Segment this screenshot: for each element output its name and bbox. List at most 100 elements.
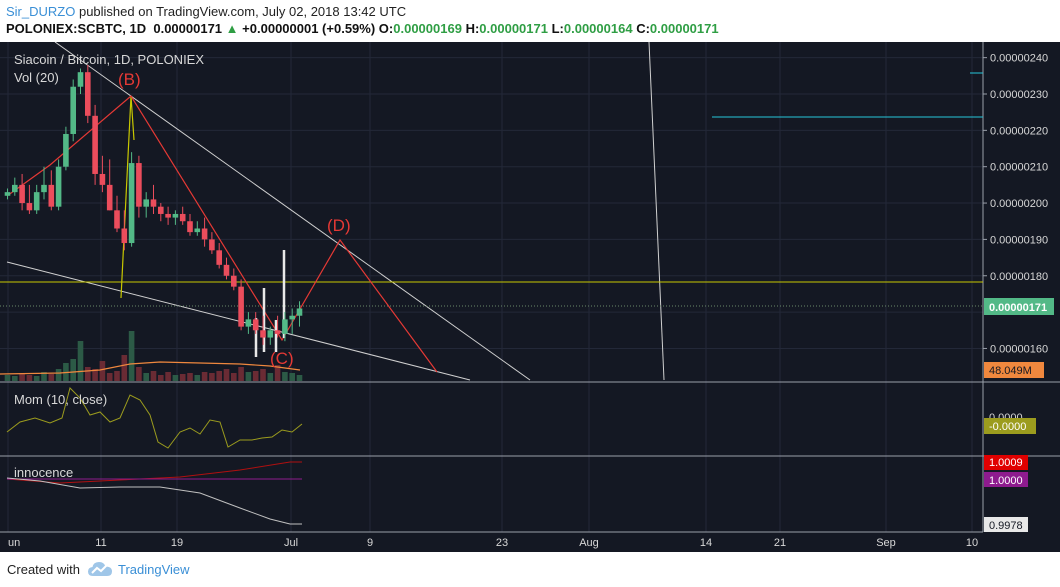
date-label: un (8, 537, 20, 549)
candle-body (77, 72, 84, 87)
momentum-tag-label: -0.0000 (989, 421, 1026, 433)
volume-bar (282, 372, 288, 381)
price-tick-label: 0.00000230 (990, 89, 1048, 101)
volume-bar (245, 372, 252, 381)
symbol-ohlc-line: POLONIEX:SCBTC, 1D 0.00000171 ▲ +0.00000… (6, 21, 719, 36)
low-value: 0.00000164 (563, 21, 633, 36)
candle-body (41, 184, 47, 193)
volume-ma-line (0, 361, 301, 375)
date-label: 23 (496, 537, 508, 549)
candle-body (194, 228, 201, 233)
candle-body (267, 330, 274, 338)
candle-body (12, 184, 18, 193)
footer: Created with TradingView (0, 552, 1060, 587)
volume-bar (19, 373, 25, 381)
candle-body (19, 184, 25, 204)
candle-body (282, 319, 288, 334)
volume-bar (99, 361, 106, 381)
volume-bar (77, 341, 84, 381)
volume-bar (179, 374, 186, 381)
candle-body (114, 210, 120, 229)
date-label: Sep (876, 537, 896, 549)
volume-bar (143, 373, 149, 381)
candle-body (4, 192, 11, 196)
innocence-gray-line (6, 477, 302, 525)
date-label: 19 (171, 537, 183, 549)
volume-bar (260, 369, 266, 381)
candle-body (121, 228, 128, 244)
candle-body (274, 330, 281, 334)
volume-bar (267, 373, 274, 381)
close-label: C: (636, 21, 650, 36)
date-label: 21 (774, 537, 786, 549)
volume-bar (289, 373, 295, 381)
volume-bar (252, 371, 259, 381)
date-label: 10 (966, 537, 978, 549)
candle-body (92, 115, 98, 174)
volume-bar (216, 371, 222, 381)
volume-bar (92, 369, 98, 381)
candle-body (33, 192, 40, 211)
volume-bar (238, 367, 244, 381)
candle-body (106, 184, 113, 211)
volume-tag-label: 48.049M (989, 365, 1032, 377)
author-link[interactable]: Sir_DURZO (6, 4, 76, 19)
volume-bar (201, 372, 208, 381)
axes: 0.00000240 0.00000230 0.00000220 0.00000210… (8, 53, 1054, 549)
candle-body (136, 163, 142, 207)
abcd-pattern-line (6, 95, 438, 373)
chart-canvas[interactable]: 0.00000240 0.00000230 0.00000220 0.00000210… (0, 42, 1060, 552)
volume-bar (165, 372, 171, 381)
candles (4, 64, 303, 345)
published-text: published on TradingView.com, July 02, 2… (78, 4, 407, 19)
volume-bar (136, 367, 142, 381)
volume-bar (274, 365, 281, 381)
volume-label: Vol (20) (14, 70, 59, 85)
volume-bar (158, 375, 164, 381)
volume-bar (41, 372, 47, 381)
candle-body (289, 315, 295, 320)
innocence-tag-label: 1.0009 (989, 457, 1023, 469)
date-label: 11 (95, 537, 106, 549)
created-with-text: Created with (7, 562, 80, 577)
innocence-tag-label: 1.0000 (989, 475, 1023, 487)
volume-bar (128, 331, 135, 381)
candle-body (70, 86, 76, 134)
volume-bar (231, 373, 237, 381)
candle-body (85, 72, 91, 116)
volume-bar (209, 373, 215, 381)
candle-body (99, 173, 106, 185)
date-label: Aug (579, 537, 599, 549)
candle-body (172, 213, 179, 218)
candle-body (187, 221, 193, 233)
volume-bar (194, 375, 201, 381)
price-tick-label: 0.00000160 (990, 343, 1048, 355)
publish-header: Sir_DURZO published on TradingView.com, … (0, 0, 1060, 40)
drawings (0, 42, 983, 381)
chart-background (0, 42, 1060, 552)
volume-bar (296, 375, 303, 381)
candle-body (245, 319, 252, 327)
volume-bar (187, 373, 193, 381)
candle-body (179, 213, 186, 222)
price-tick-label: 0.00000200 (990, 198, 1048, 210)
candle-body (48, 184, 55, 207)
publish-line: Sir_DURZO published on TradingView.com, … (6, 4, 406, 19)
date-label: 14 (700, 537, 712, 549)
candle-body (216, 250, 222, 265)
open-value: 0.00000169 (393, 21, 462, 36)
candle-body (296, 308, 303, 316)
tradingview-cloud-icon (88, 562, 112, 576)
change-value: +0.00000001 (+0.59%) (242, 21, 376, 36)
candle-body (165, 213, 171, 218)
annotation-b: (B) (118, 70, 141, 89)
chart-title: Siacoin / Bitcoin, 1D, POLONIEX (14, 52, 204, 67)
candle-body (209, 239, 215, 251)
date-label: 9 (367, 537, 373, 549)
tradingview-link[interactable]: TradingView (118, 562, 190, 577)
trend-line-upper (54, 42, 531, 381)
indicators (6, 387, 303, 525)
candle-body (223, 264, 230, 276)
volume-bar (55, 369, 62, 381)
volume-bar (12, 376, 18, 381)
